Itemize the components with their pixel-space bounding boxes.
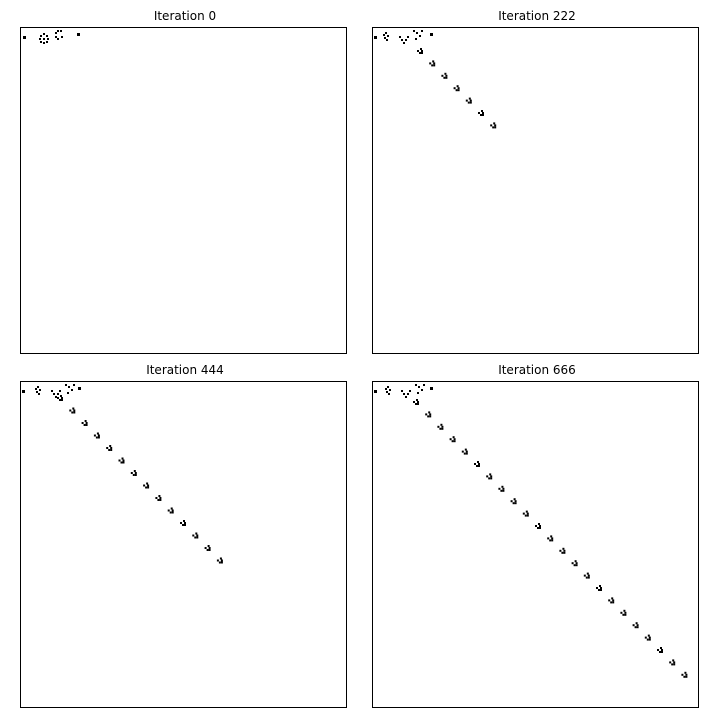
grid-panel-1: [372, 27, 699, 354]
panel-title-1: Iteration 222: [498, 9, 576, 23]
grid-canvas-1: [374, 30, 497, 129]
grid-panel-3: [372, 381, 699, 708]
grid-canvas-2: [22, 384, 223, 564]
grid-canvas-3: [374, 384, 688, 678]
grid-canvas-0: [23, 30, 80, 44]
grid-panel-2: [20, 381, 347, 708]
grid-panel-0: [20, 27, 347, 354]
panel-title-3: Iteration 666: [498, 363, 576, 377]
panel-title-0: Iteration 0: [153, 9, 217, 23]
panel-title-2: Iteration 444: [146, 363, 224, 377]
